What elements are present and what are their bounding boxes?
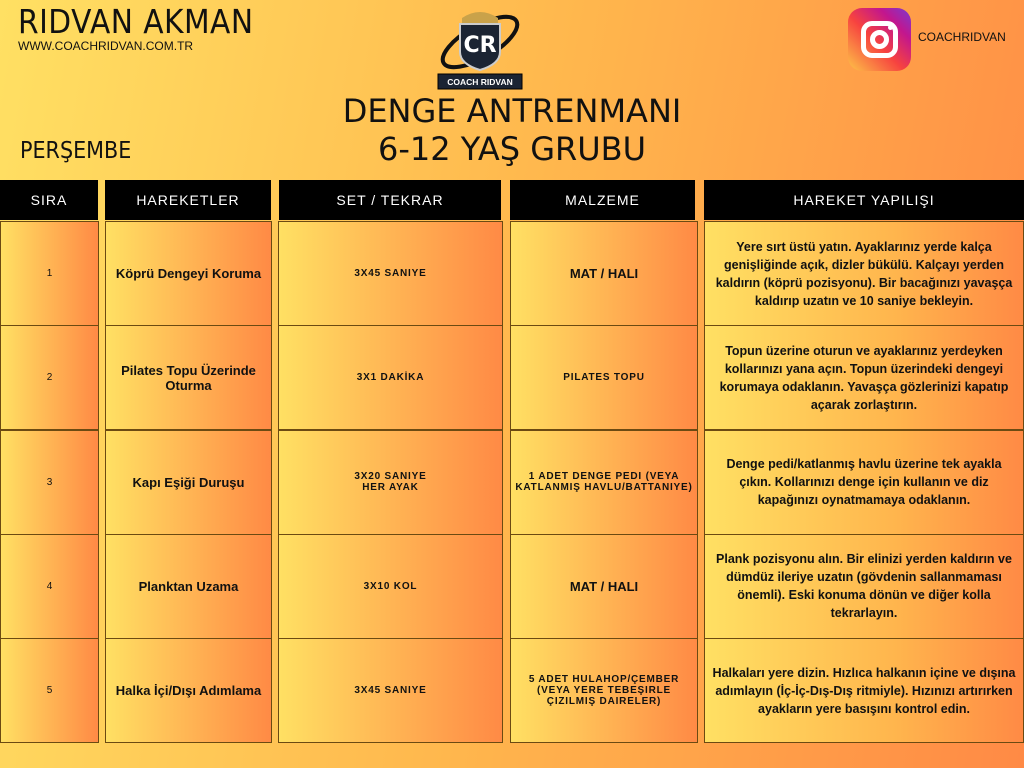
cell-equip: MAT / HALI — [510, 533, 698, 639]
instagram-handle: COACHRIDVAN — [918, 30, 1006, 44]
column-header-sira: SIRA — [0, 180, 98, 220]
cell-no: 3 — [0, 429, 99, 535]
cell-text: 3X10 KOL — [363, 580, 418, 592]
cell-text: Topun üzerine oturun ve ayaklarınız yerd… — [719, 343, 1009, 412]
cell-desc: Plank pozisyonu alın. Bir elinizi yerden… — [704, 533, 1024, 639]
cell-text: 1 — [46, 268, 53, 279]
cell-sets: 3X1 DAKİKA — [278, 325, 503, 431]
cell-desc: Yere sırt üstü yatın. Ayaklarınız yerde … — [704, 221, 1024, 326]
cell-text: 3X45 SANIYE — [354, 685, 427, 697]
cell-desc: Halkaları yere dizin. Hızlıca halkanın i… — [704, 638, 1024, 744]
coach-logo: CR COACH RIDVAN — [432, 4, 528, 90]
column-header-hareketler: HAREKETLER — [105, 180, 271, 220]
cell-move: Köprü Dengeyi Koruma — [105, 221, 272, 326]
day-label: PERŞEMBE — [20, 138, 132, 164]
cell-sets: 3X10 KOL — [278, 533, 503, 639]
cell-move: Halka İçi/Dışı Adımlama — [105, 638, 272, 744]
cell-sets: 3X45 SANIYE — [278, 221, 503, 326]
cell-text: 2 — [46, 372, 53, 384]
page-title: DENGE ANTRENMANI — [342, 92, 682, 130]
cell-text: Halkaları yere dizin. Hızlıca halkanın i… — [712, 665, 1016, 716]
cell-equip: MAT / HALI — [510, 221, 698, 326]
cell-text: 3 — [46, 476, 53, 488]
cell-desc: Topun üzerine oturun ve ayaklarınız yerd… — [704, 325, 1024, 431]
column-header-malzeme: MALZEME — [510, 180, 695, 220]
cell-text: Kapı Eşiği Duruşu — [132, 474, 245, 490]
instagram-icon — [848, 8, 911, 71]
cell-equip: 1 ADET DENGE PEDI (VEYA KATLANMIŞ HAVLU/… — [510, 429, 698, 535]
cell-no: 2 — [0, 325, 99, 431]
website-url: WWW.COACHRIDVAN.COM.TR — [18, 39, 194, 53]
cell-no: 5 — [0, 638, 99, 744]
cell-text: 3X20 SANIYE HER AYAK — [354, 471, 427, 494]
cell-text: Halka İçi/Dışı Adımlama — [115, 683, 262, 699]
cell-move: Kapı Eşiği Duruşu — [105, 429, 272, 535]
column-header-set-tekrar: SET / TEKRAR — [279, 180, 501, 220]
cell-move: Pilates Topu Üzerinde Oturma — [105, 325, 272, 431]
cell-text: Köprü Dengeyi Koruma — [115, 266, 262, 281]
cell-text: Pilates Topu Üzerinde Oturma — [121, 362, 256, 393]
cell-text: Yere sırt üstü yatın. Ayaklarınız yerde … — [715, 239, 1013, 308]
coach-name: RIDVAN AKMAN — [18, 2, 254, 41]
cell-move: Planktan Uzama — [105, 533, 272, 639]
cell-text: 5 ADET HULAHOP/ÇEMBER (VEYA YERE TEBEŞIR… — [528, 674, 680, 708]
cell-text: Denge pedi/katlanmış havlu üzerine tek a… — [726, 457, 1002, 508]
cell-text: 4 — [46, 580, 53, 592]
cell-text: 5 — [46, 685, 53, 697]
svg-text:CR: CR — [463, 33, 496, 58]
cell-text: 3X45 SANIYE — [354, 268, 427, 279]
cell-text: MAT / HALI — [569, 266, 639, 281]
cell-no: 4 — [0, 533, 99, 639]
cell-desc: Denge pedi/katlanmış havlu üzerine tek a… — [704, 429, 1024, 535]
cell-equip: PILATES TOPU — [510, 325, 698, 431]
cell-text: PILATES TOPU — [563, 372, 645, 384]
cell-text: Planktan Uzama — [138, 578, 239, 594]
cell-text: 3X1 DAKİKA — [356, 372, 425, 384]
svg-text:COACH RIDVAN: COACH RIDVAN — [447, 77, 512, 87]
cell-text: 1 ADET DENGE PEDI (VEYA KATLANMIŞ HAVLU/… — [515, 471, 693, 494]
cell-no: 1 — [0, 221, 99, 326]
cell-equip: 5 ADET HULAHOP/ÇEMBER (VEYA YERE TEBEŞIR… — [510, 638, 698, 744]
cell-text: MAT / HALI — [569, 578, 639, 594]
page-subtitle: 6-12 YAŞ GRUBU — [377, 130, 647, 168]
column-header-hareket-yapilisi: HAREKET YAPILIŞI — [704, 180, 1024, 220]
cell-sets: 3X45 SANIYE — [278, 638, 503, 744]
cell-text: Plank pozisyonu alın. Bir elinizi yerden… — [716, 552, 1012, 621]
cell-sets: 3X20 SANIYE HER AYAK — [278, 429, 503, 535]
